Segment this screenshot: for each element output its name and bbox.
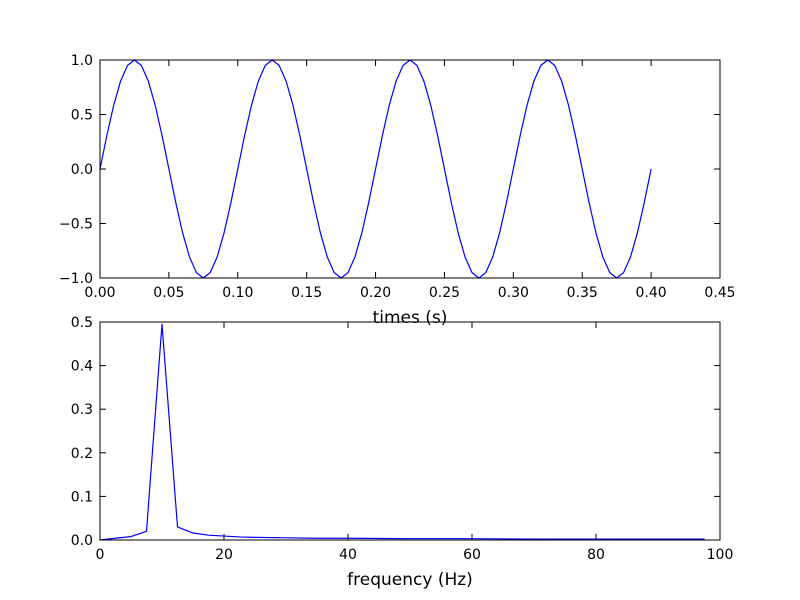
bottom-y-tick-label: 0.4 <box>71 359 93 375</box>
bottom-y-tick-label: 0.0 <box>71 533 93 549</box>
top-x-tick-label: 0.25 <box>429 285 460 301</box>
bottom-y-tick-label: 0.5 <box>71 315 93 331</box>
top-y-tick-label: 0.0 <box>71 162 93 178</box>
bottom-x-tick-label: 40 <box>339 547 357 563</box>
top-x-tick-label: 0.20 <box>360 285 391 301</box>
top-x-axis-label: times (s) <box>373 308 448 328</box>
top-x-tick-label: 0.40 <box>636 285 667 301</box>
bottom-x-tick-label: 100 <box>707 547 734 563</box>
top-x-tick-label: 0.10 <box>222 285 253 301</box>
top-x-tick-label: 0.15 <box>291 285 322 301</box>
top-y-tick-label: −1.0 <box>59 271 93 287</box>
bottom-x-tick-label: 0 <box>96 547 105 563</box>
bottom-x-tick-label: 80 <box>587 547 605 563</box>
top-y-tick-label: 1.0 <box>71 53 93 69</box>
bottom-x-tick-label: 20 <box>215 547 233 563</box>
top-x-tick-label: 0.45 <box>704 285 735 301</box>
bottom-y-tick-label: 0.2 <box>71 446 93 462</box>
bottom-y-tick-label: 0.3 <box>71 402 93 418</box>
bottom-series-line-0 <box>99 323 705 541</box>
top-x-tick-label: 0.05 <box>153 285 184 301</box>
bottom-axes-frame <box>99 321 721 541</box>
top-subplot: 0.00 0.05 0.10 0.15 0.20 0.25 0.30 0.35 0.40 0.45… <box>59 53 736 328</box>
bottom-ticks-layer: 0 20 40 60 80 100 0.0 0.1 0.2 0.3 0.4 0.5 <box>71 315 734 563</box>
top-y-tick-label: −0.5 <box>59 217 93 233</box>
top-x-tick-label: 0.00 <box>84 285 115 301</box>
top-x-tick-label: 0.35 <box>567 285 598 301</box>
bottom-series-layer <box>99 323 705 541</box>
bottom-subplot: 0 20 40 60 80 100 0.0 0.1 0.2 0.3 0.4 0.5 frequency… <box>71 315 734 590</box>
top-series-line-0 <box>99 59 652 279</box>
top-x-tick-label: 0.30 <box>498 285 529 301</box>
bottom-y-tick-label: 0.1 <box>71 489 93 505</box>
top-y-tick-label: 0.5 <box>71 108 93 124</box>
bottom-x-tick-label: 60 <box>463 547 481 563</box>
top-series-layer <box>99 59 652 279</box>
top-ticks-layer: 0.00 0.05 0.10 0.15 0.20 0.25 0.30 0.35 0.40 0.45… <box>59 53 736 301</box>
bottom-x-axis-label: frequency (Hz) <box>347 570 473 590</box>
